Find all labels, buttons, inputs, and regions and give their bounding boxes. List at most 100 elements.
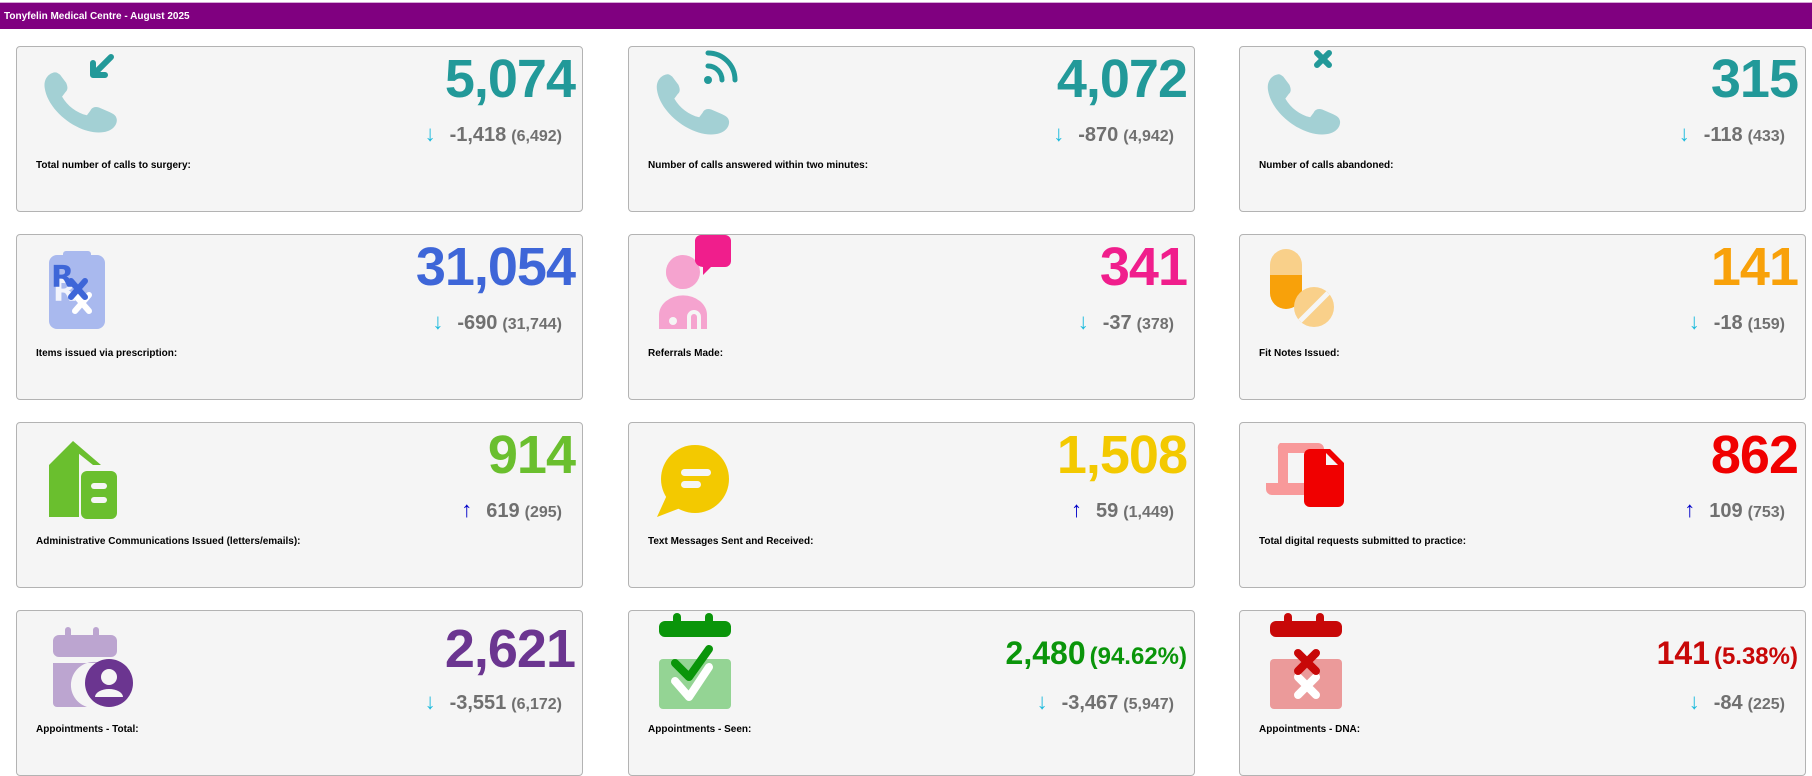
kpi-percent: (94.62%)	[1089, 643, 1187, 670]
arrow-down-icon: ↓	[1053, 121, 1065, 146]
kpi-label: Appointments - Total:	[36, 724, 139, 735]
previous-value: (5,947)	[1123, 696, 1174, 713]
kpi-value: 341	[1099, 237, 1188, 297]
arrow-up-icon: ↑	[1684, 497, 1696, 522]
arrow-down-icon: ↓	[1036, 689, 1048, 714]
kpi-value: 31,054	[415, 237, 576, 297]
arrow-down-icon: ↓	[424, 121, 436, 146]
kpi-value: 315	[1710, 49, 1799, 109]
arrow-down-icon: ↓	[432, 309, 444, 334]
arrow-down-icon: ↓	[1678, 121, 1690, 146]
top-border	[0, 0, 1812, 2]
kpi-label: Appointments - Seen:	[648, 724, 752, 735]
kpi-card-calls-answered: 4,072 ↓ -870 (4,942) Number of calls ans…	[628, 46, 1195, 212]
change-value: 619	[486, 500, 520, 522]
pills-icon	[1254, 235, 1364, 345]
kpi-card-digital-requests: 862 ↑ 109 (753) Total digital requests s…	[1239, 422, 1806, 588]
kpi-percent: (5.38%)	[1713, 643, 1798, 670]
calendar-check-icon	[643, 611, 753, 721]
change-value: -1,418	[449, 124, 507, 146]
kpi-card-text-messages: 1,508 ↑ 59 (1,449) Text Messages Sent an…	[628, 422, 1195, 588]
kpi-label: Text Messages Sent and Received:	[648, 536, 814, 547]
kpi-value: 2,621	[444, 619, 576, 679]
kpi-card-fit-notes: 141 ↓ -18 (159) Fit Notes Issued:	[1239, 234, 1806, 400]
kpi-card-referrals: 341 ↓ -37 (378) Referrals Made:	[628, 234, 1195, 400]
previous-value: (4,942)	[1123, 128, 1174, 145]
kpi-change: ↓ -3,551 (6,172)	[425, 689, 562, 718]
calendar-cross-icon	[1254, 611, 1364, 721]
kpi-card-admin-comms: 914 ↑ 619 (295) Administrative Communica…	[16, 422, 583, 588]
kpi-change: ↑ 619 (295)	[461, 497, 562, 526]
svg-text:R: R	[51, 260, 74, 295]
prescription-icon: R R	[31, 235, 141, 345]
kpi-label: Total number of calls to surgery:	[36, 160, 191, 171]
kpi-change: ↓ -690 (31,744)	[432, 309, 562, 338]
previous-value: (6,492)	[511, 128, 562, 145]
kpi-change: ↓ -84 (225)	[1689, 689, 1785, 718]
change-value: -3,467	[1061, 692, 1119, 714]
change-value: -3,551	[449, 692, 507, 714]
mailbox-icon	[31, 423, 141, 533]
kpi-value: 1,508	[1056, 425, 1188, 485]
change-value: -690	[457, 312, 498, 334]
kpi-card-appointments-seen: 2,480 (94.62%) ↓ -3,467 (5,947) Appointme…	[628, 610, 1195, 776]
kpi-label: Administrative Communications Issued (le…	[36, 536, 301, 547]
kpi-value: 4,072	[1056, 49, 1188, 109]
change-value: 109	[1709, 500, 1743, 522]
arrow-up-icon: ↑	[1071, 497, 1083, 522]
kpi-label: Number of calls abandoned:	[1259, 160, 1394, 171]
previous-value: (6,172)	[511, 696, 562, 713]
kpi-card-appointments-dna: 141 (5.38%) ↓ -84 (225) Appointments - DN…	[1239, 610, 1806, 776]
kpi-label: Number of calls answered within two minu…	[648, 160, 869, 171]
kpi-change: ↓ -18 (159)	[1689, 309, 1785, 338]
kpi-change: ↓ -118 (433)	[1679, 121, 1785, 150]
kpi-value: 5,074	[444, 49, 576, 109]
arrow-down-icon: ↓	[1688, 309, 1700, 334]
change-value: 59	[1096, 500, 1119, 522]
arrow-down-icon: ↓	[1077, 309, 1089, 334]
change-value: -870	[1078, 124, 1119, 146]
previous-value: (225)	[1747, 696, 1785, 713]
kpi-card-calls-abandoned: 315 ↓ -118 (433) Number of calls abandon…	[1239, 46, 1806, 212]
kpi-card-calls-total: 5,074 ↓ -1,418 (6,492) Total number of c…	[16, 46, 583, 212]
previous-value: (753)	[1747, 504, 1785, 521]
kpi-change: ↓ -37 (378)	[1078, 309, 1174, 338]
kpi-change: ↑ 59 (1,449)	[1071, 497, 1174, 526]
previous-value: (31,744)	[502, 316, 562, 333]
kpi-card-appointments-total: 2,621 ↓ -3,551 (6,172) Appointments - To…	[16, 610, 583, 776]
previous-value: (1,449)	[1123, 504, 1174, 521]
kpi-label: Fit Notes Issued:	[1259, 348, 1340, 359]
kpi-value: 2,480 (94.62%)	[1005, 635, 1187, 671]
kpi-value: 862	[1710, 425, 1799, 485]
previous-value: (433)	[1747, 128, 1785, 145]
kpi-label: Items issued via prescription:	[36, 348, 178, 359]
kpi-label: Appointments - DNA:	[1259, 724, 1361, 735]
chat-bubble-icon	[643, 423, 753, 533]
kpi-change: ↓ -1,418 (6,492)	[425, 121, 562, 150]
kpi-change: ↓ -3,467 (5,947)	[1037, 689, 1174, 718]
arrow-down-icon: ↓	[424, 689, 436, 714]
kpi-label: Total digital requests submitted to prac…	[1259, 536, 1467, 547]
arrow-down-icon: ↓	[1688, 689, 1700, 714]
page-header: Tonyfelin Medical Centre - August 2025	[0, 2, 1812, 29]
change-value: -37	[1102, 312, 1132, 334]
previous-value: (159)	[1747, 316, 1785, 333]
kpi-label: Referrals Made:	[648, 348, 724, 359]
kpi-card-prescriptions: R R 31,054 ↓ -690 (31,744) Items issued …	[16, 234, 583, 400]
calendar-person-icon	[31, 611, 141, 721]
phone-incoming-icon	[31, 47, 141, 157]
arrow-up-icon: ↑	[461, 497, 473, 522]
page-title: Tonyfelin Medical Centre - August 2025	[4, 11, 190, 22]
kpi-value: 141 (5.38%)	[1656, 635, 1798, 671]
kpi-value: 141	[1710, 237, 1799, 297]
kpi-value: 914	[487, 425, 576, 485]
kpi-change: ↓ -870 (4,942)	[1053, 121, 1174, 150]
phone-missed-icon	[1254, 47, 1364, 157]
previous-value: (295)	[524, 504, 562, 521]
phone-ringing-icon	[643, 47, 753, 157]
change-value: -84	[1713, 692, 1743, 714]
doctor-chat-icon	[643, 235, 753, 345]
laptop-document-icon	[1254, 423, 1364, 533]
kpi-change: ↑ 109 (753)	[1684, 497, 1785, 526]
previous-value: (378)	[1136, 316, 1174, 333]
